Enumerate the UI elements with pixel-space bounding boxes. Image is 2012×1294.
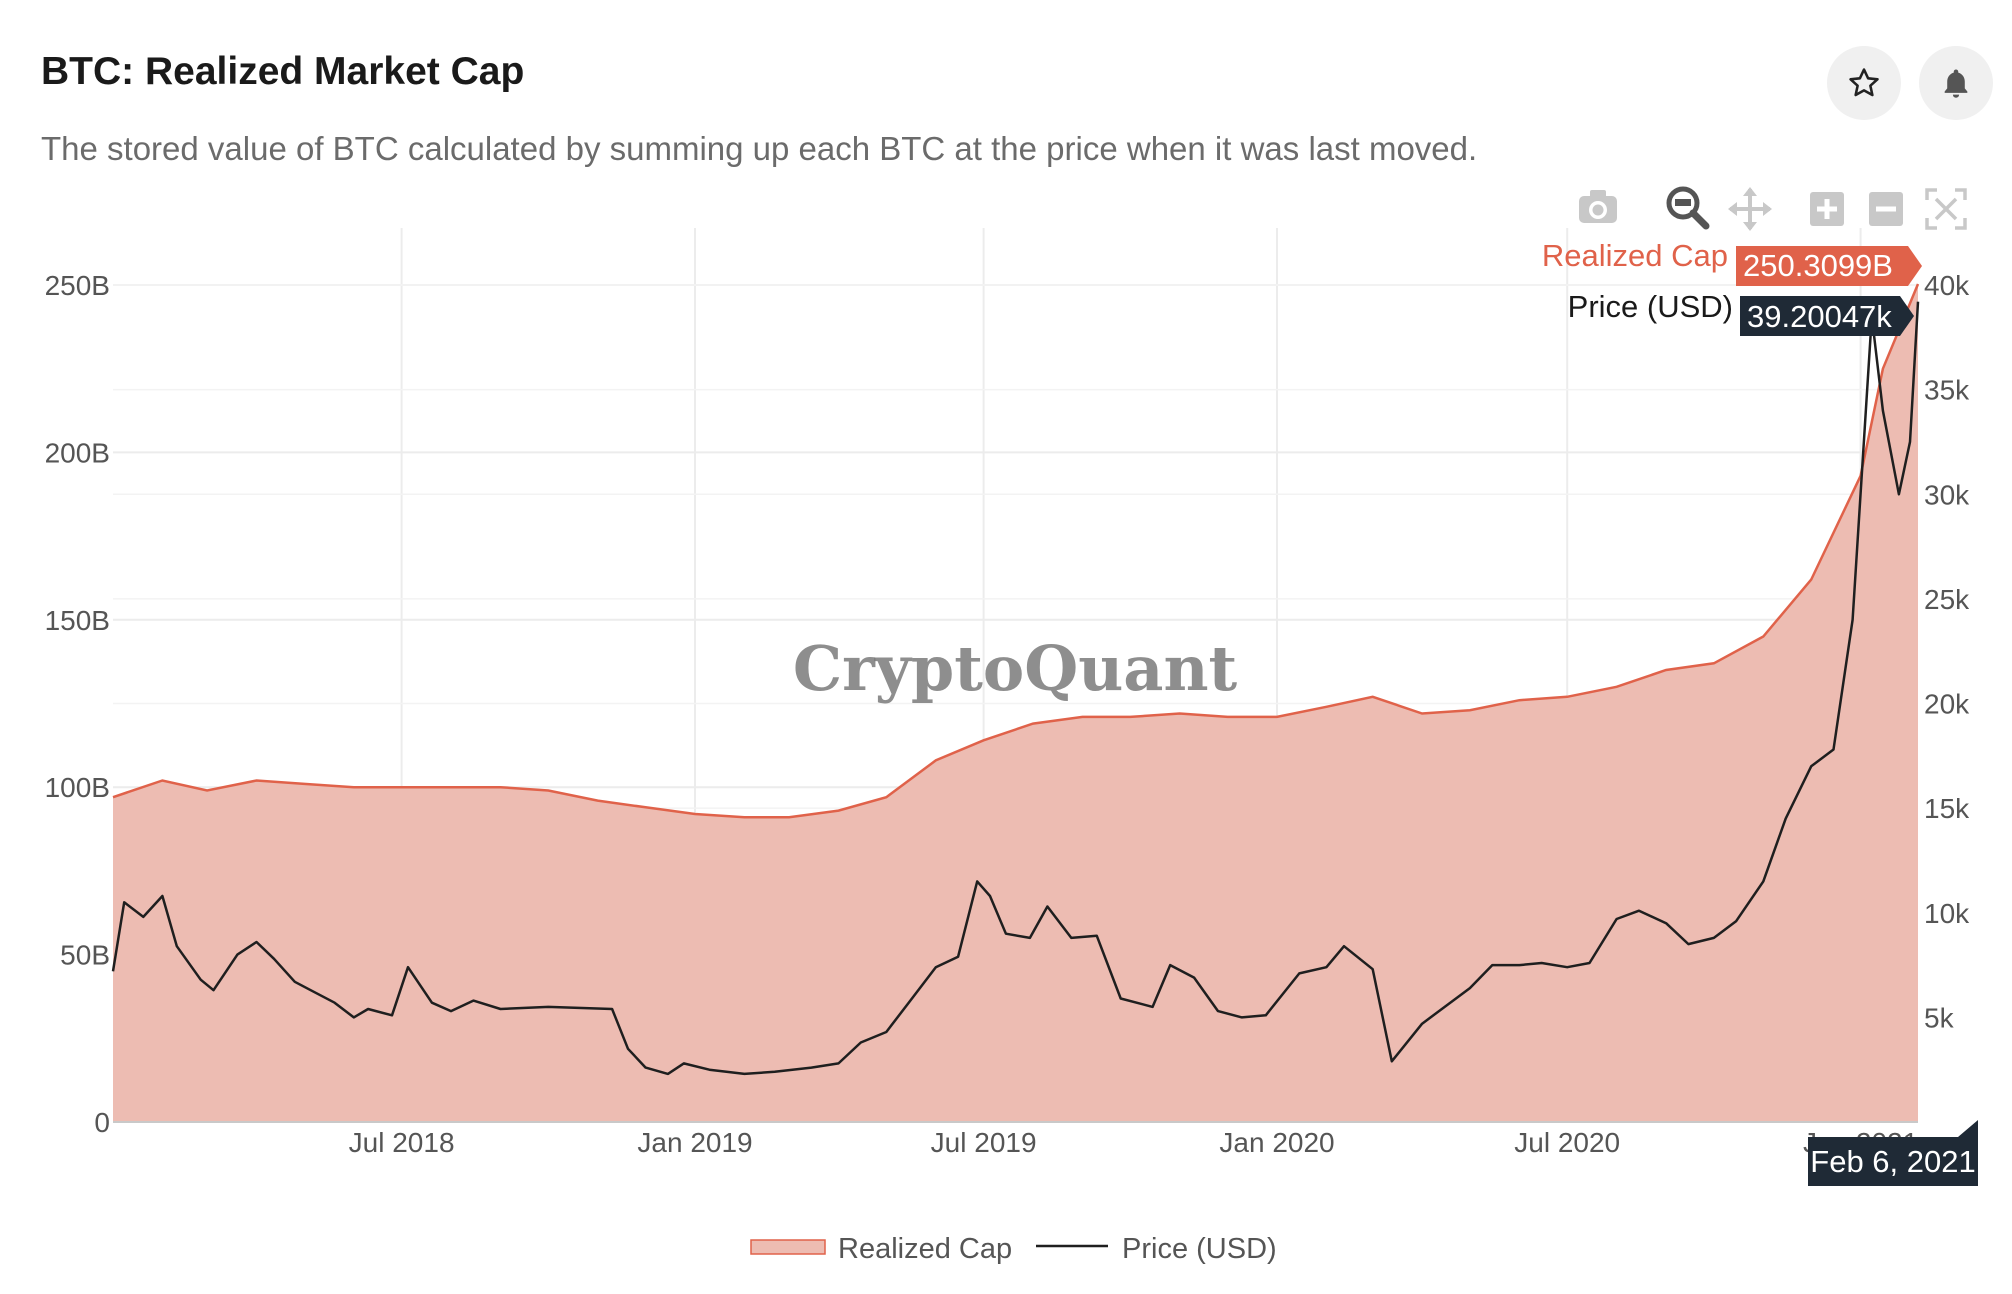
y-right-tick-label: 20k	[1924, 689, 1970, 720]
y-right-tick-label: 25k	[1924, 584, 1970, 615]
x-tick-label: Jul 2019	[931, 1127, 1037, 1158]
x-tick-label: Jan 2020	[1219, 1127, 1334, 1158]
y-right-tick-label: 5k	[1924, 1002, 1955, 1033]
y-left-tick-label: 0	[94, 1107, 110, 1138]
tooltip-cap-label: Realized Cap	[1542, 238, 1728, 273]
bell-icon	[1944, 69, 1968, 98]
zoom-icon[interactable]	[1666, 186, 1710, 230]
page-title: BTC: Realized Market Cap	[41, 50, 525, 93]
y-right-tick-label: 40k	[1924, 270, 1970, 301]
x-axis: Jul 2018 Jan 2019 Jul 2019 Jan 2020 Jul 2020…	[349, 1127, 1919, 1158]
tooltip-price-box	[1740, 296, 1914, 336]
tooltip-price-value: 39.20047k	[1747, 299, 1892, 334]
watermark: CryptoQuant	[793, 632, 1238, 705]
y-left-tick-label: 50B	[60, 940, 110, 971]
hover-date-tooltip: Feb 6, 2021	[1808, 1120, 1978, 1186]
price-line	[111, 301, 1920, 1076]
alert-button[interactable]	[1919, 46, 1993, 120]
autoscale-icon[interactable]	[1925, 188, 1967, 230]
y-right-tick-label: 15k	[1924, 793, 1970, 824]
tooltip-price-label: Price (USD)	[1568, 289, 1733, 324]
tooltip-cap-box	[1736, 246, 1922, 286]
y-left-tick-label: 150B	[45, 605, 110, 636]
legend-swatch-cap	[750, 1239, 826, 1255]
x-tick-label: Jan 2019	[637, 1127, 752, 1158]
hover-tooltip-cap: Realized Cap 250.3099B	[1542, 238, 1922, 286]
y-right-tick-label: 35k	[1924, 375, 1970, 406]
y-axis-right: 5k 10k 15k 20k 25k 30k 35k 40k	[1924, 270, 1970, 1033]
pan-icon[interactable]	[1728, 187, 1772, 231]
star-icon	[1849, 68, 1879, 97]
legend-label-price[interactable]: Price (USD)	[1122, 1233, 1277, 1265]
y-right-tick-label: 10k	[1924, 898, 1970, 929]
x-tick-label: Jul 2018	[349, 1127, 455, 1158]
y-left-tick-label: 250B	[45, 270, 110, 301]
y-left-tick-label: 200B	[45, 437, 110, 468]
modebar	[1579, 186, 1967, 231]
camera-icon[interactable]	[1579, 190, 1617, 223]
zoom-out-icon[interactable]	[1869, 192, 1903, 226]
legend-label-cap[interactable]: Realized Cap	[838, 1233, 1012, 1265]
zoom-in-icon[interactable]	[1810, 192, 1844, 226]
realized-cap-line	[112, 283, 1920, 819]
hover-tooltip-price: Price (USD) 39.20047k	[1568, 289, 1914, 336]
y-left-tick-label: 100B	[45, 772, 110, 803]
page-subtitle: The stored value of BTC calculated by su…	[41, 130, 1478, 167]
x-tick-label: Jul 2020	[1514, 1127, 1620, 1158]
legend[interactable]: Realized Cap Price (USD)	[750, 1233, 1277, 1265]
realized-cap-area	[113, 284, 1918, 1122]
favorite-button[interactable]	[1827, 46, 1901, 120]
tooltip-cap-value: 250.3099B	[1743, 248, 1893, 283]
y-right-tick-label: 30k	[1924, 479, 1970, 510]
y-axis-left: 0 50B 100B 150B 200B 250B	[45, 270, 110, 1138]
tooltip-date: Feb 6, 2021	[1810, 1144, 1975, 1179]
